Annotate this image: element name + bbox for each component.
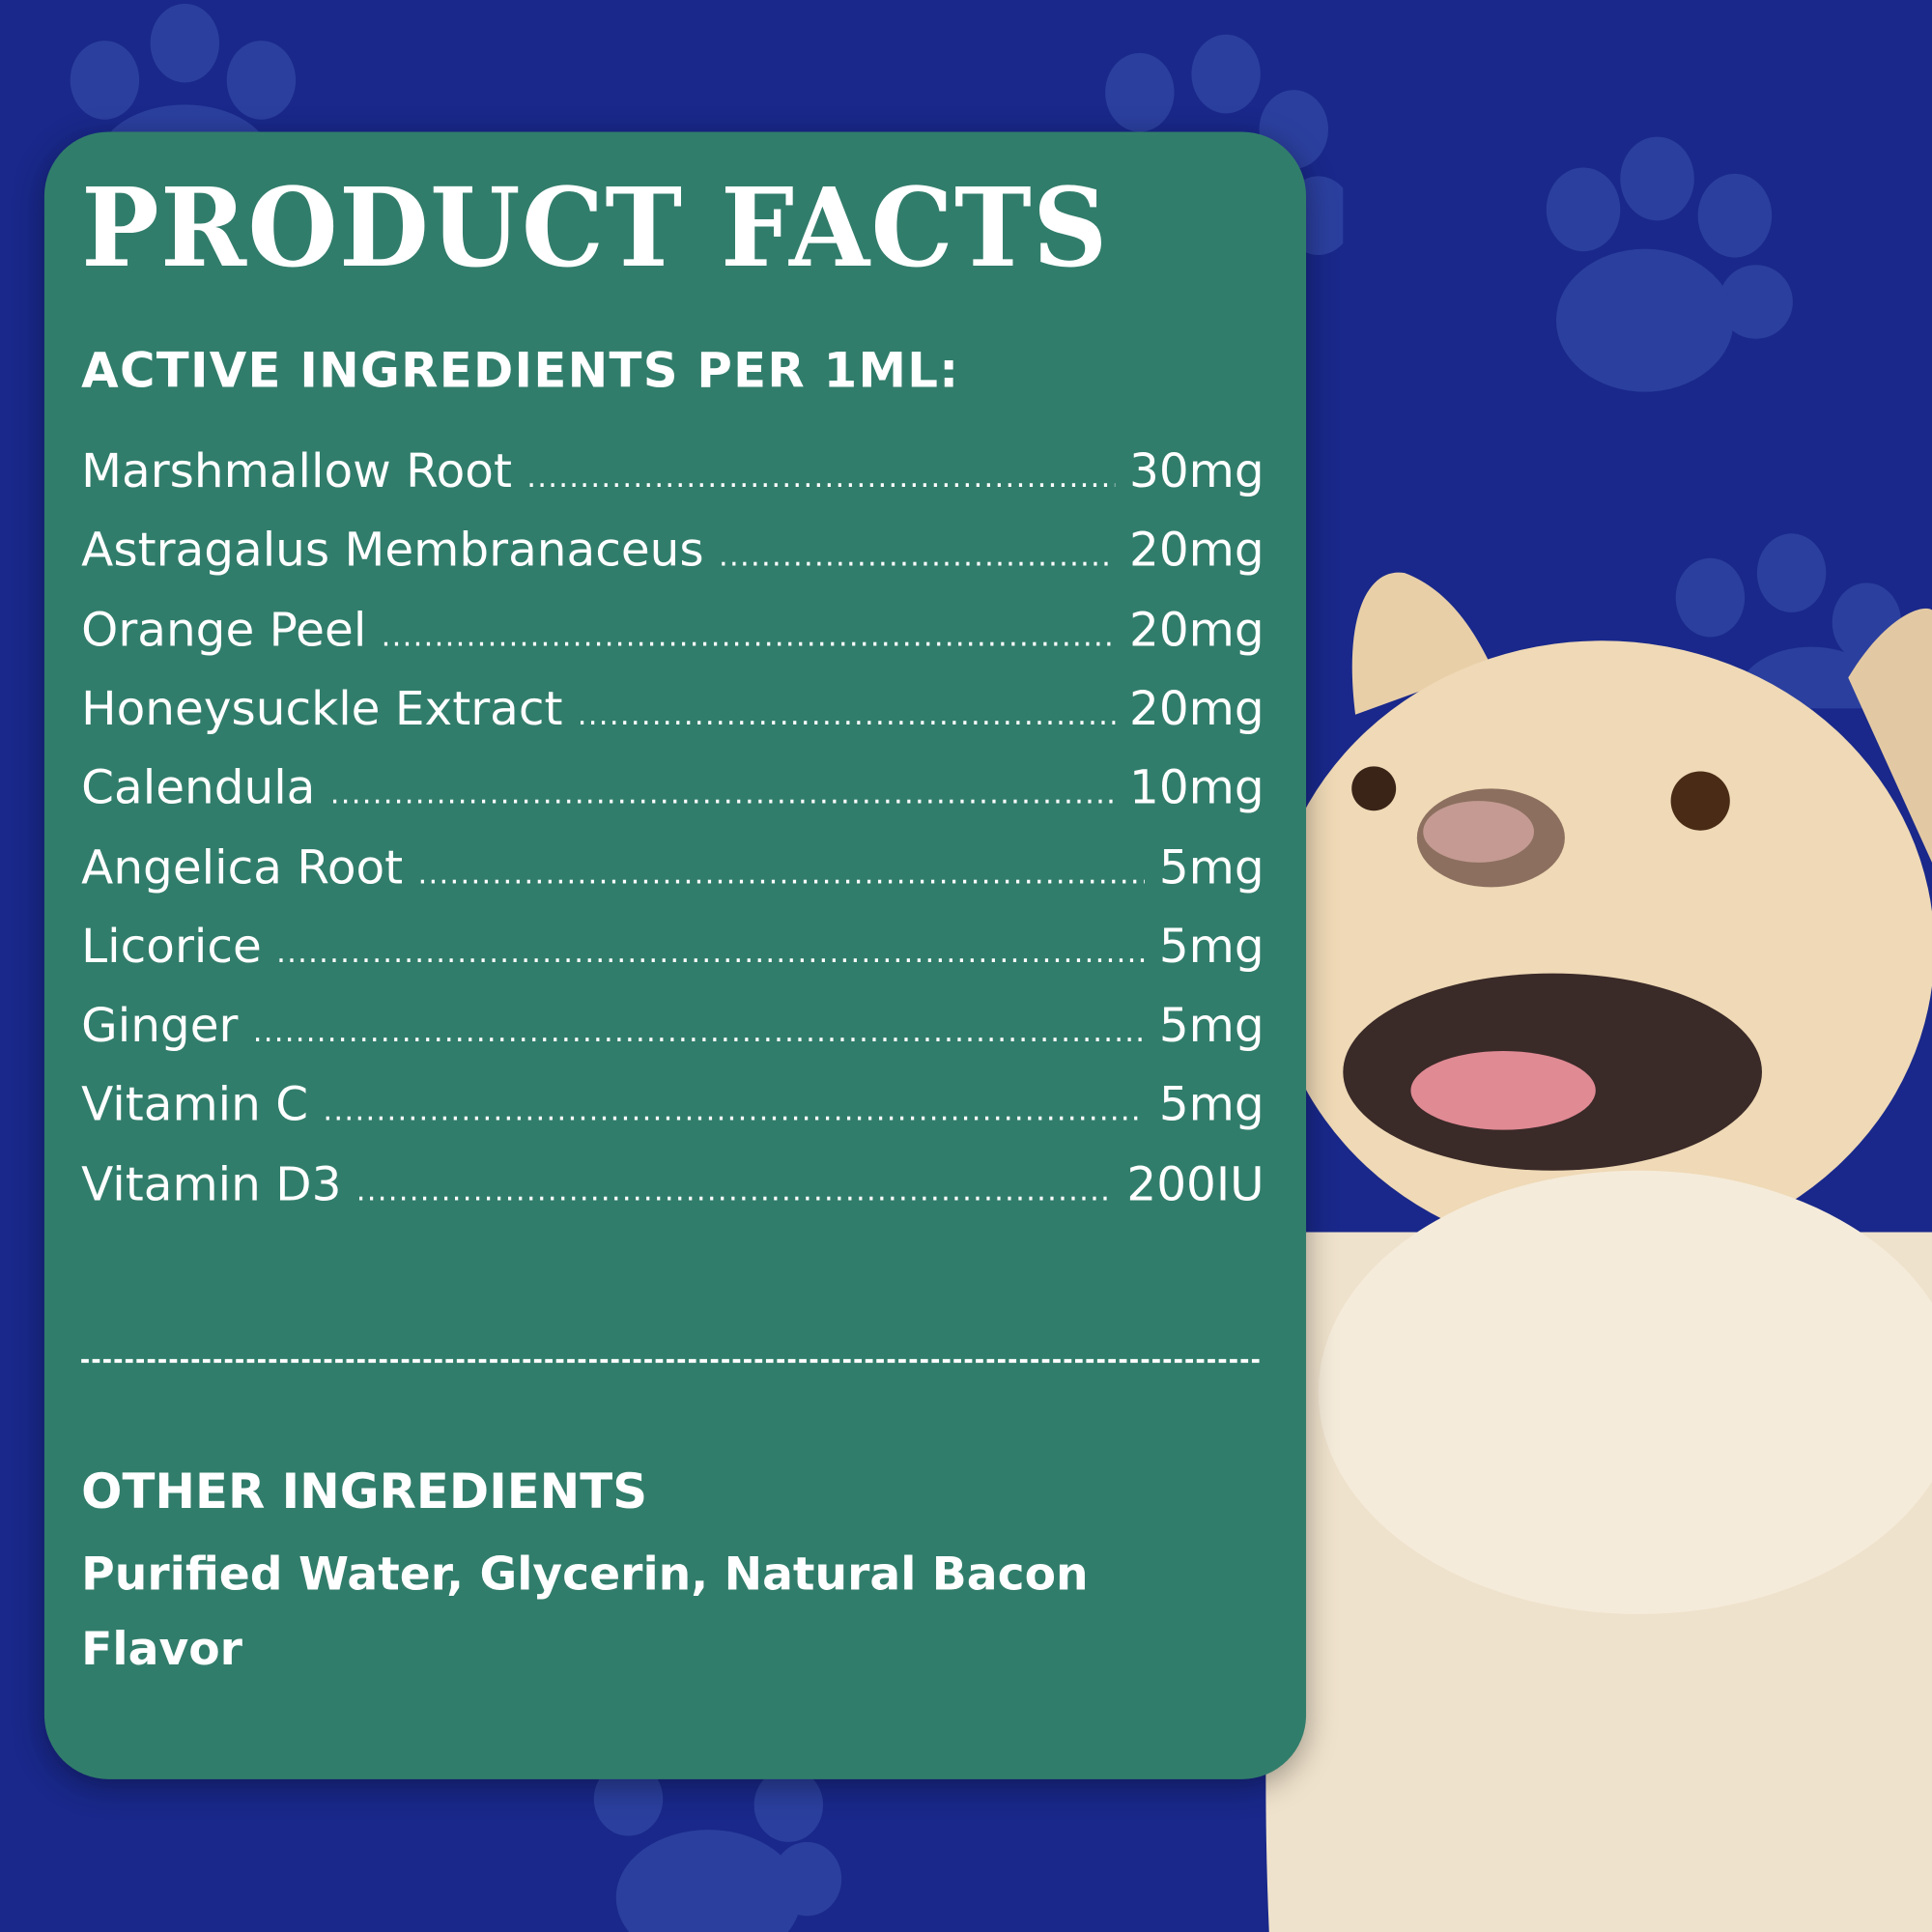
dot-leader [578, 697, 1115, 732]
ingredient-name: Astragalus Membranaceus [81, 523, 704, 578]
dot-leader [356, 1173, 1112, 1208]
dog-photo [1265, 572, 1932, 1932]
ingredient-amount: 5mg [1158, 839, 1264, 895]
paw-print-icon [1546, 136, 1793, 392]
ingredient-amount: 200IU [1126, 1156, 1264, 1211]
ingredient-name: Honeysuckle Extract [81, 681, 563, 736]
ingredient-amount: 5mg [1158, 998, 1264, 1053]
other-ingredients-text: Purified Water, Glycerin, Natural Bacon … [81, 1548, 1089, 1676]
dot-leader [276, 935, 1144, 970]
ingredient-row: Marshmallow Root 30mg [81, 443, 1264, 505]
ingredient-name: Calendula [81, 760, 316, 815]
ingredient-row: Vitamin D3 200IU [81, 1156, 1264, 1218]
ingredient-row: Ginger 5mg [81, 998, 1264, 1060]
ingredient-name: Marshmallow Root [81, 443, 512, 498]
ingredient-amount: 20mg [1129, 681, 1264, 736]
dot-leader [253, 1014, 1145, 1049]
ingredient-row: Calendula 10mg [81, 760, 1264, 822]
ingredient-amount: 5mg [1158, 1077, 1264, 1132]
ingredient-name: Licorice [81, 919, 262, 974]
dot-leader [382, 618, 1115, 653]
ingredient-row: Angelica Root 5mg [81, 839, 1264, 901]
product-facts-card: PRODUCT FACTS ACTIVE INGREDIENTS PER 1ML… [43, 131, 1307, 1779]
dot-leader [719, 539, 1115, 574]
ingredient-name: Orange Peel [81, 602, 367, 657]
ingredient-amount: 10mg [1129, 760, 1264, 815]
ingredient-amount: 5mg [1158, 919, 1264, 974]
ingredient-name: Vitamin D3 [81, 1156, 342, 1211]
ingredient-amount: 20mg [1129, 602, 1264, 657]
ingredient-name: Angelica Root [81, 839, 404, 895]
other-ingredients-heading: OTHER INGREDIENTS [81, 1464, 648, 1520]
dashed-divider [81, 1358, 1260, 1363]
ingredient-amount: 30mg [1129, 443, 1264, 498]
paw-print-icon [593, 1774, 842, 1932]
ingredient-row: Honeysuckle Extract 20mg [81, 681, 1264, 743]
dot-leader [417, 856, 1144, 891]
ingredient-row: Licorice 5mg [81, 919, 1264, 980]
dot-leader [330, 777, 1115, 811]
page-title: PRODUCT FACTS [81, 163, 1109, 292]
ingredient-row: Vitamin C 5mg [81, 1077, 1264, 1139]
ingredient-amount: 20mg [1129, 523, 1264, 578]
dot-leader [526, 460, 1114, 495]
ingredient-name: Ginger [81, 998, 239, 1053]
ingredient-name: Vitamin C [81, 1077, 309, 1132]
ingredient-row: Astragalus Membranaceus 20mg [81, 523, 1264, 584]
ingredient-row: Orange Peel 20mg [81, 602, 1264, 664]
active-ingredients-heading: ACTIVE INGREDIENTS PER 1ML: [81, 343, 960, 400]
dot-leader [323, 1094, 1144, 1128]
